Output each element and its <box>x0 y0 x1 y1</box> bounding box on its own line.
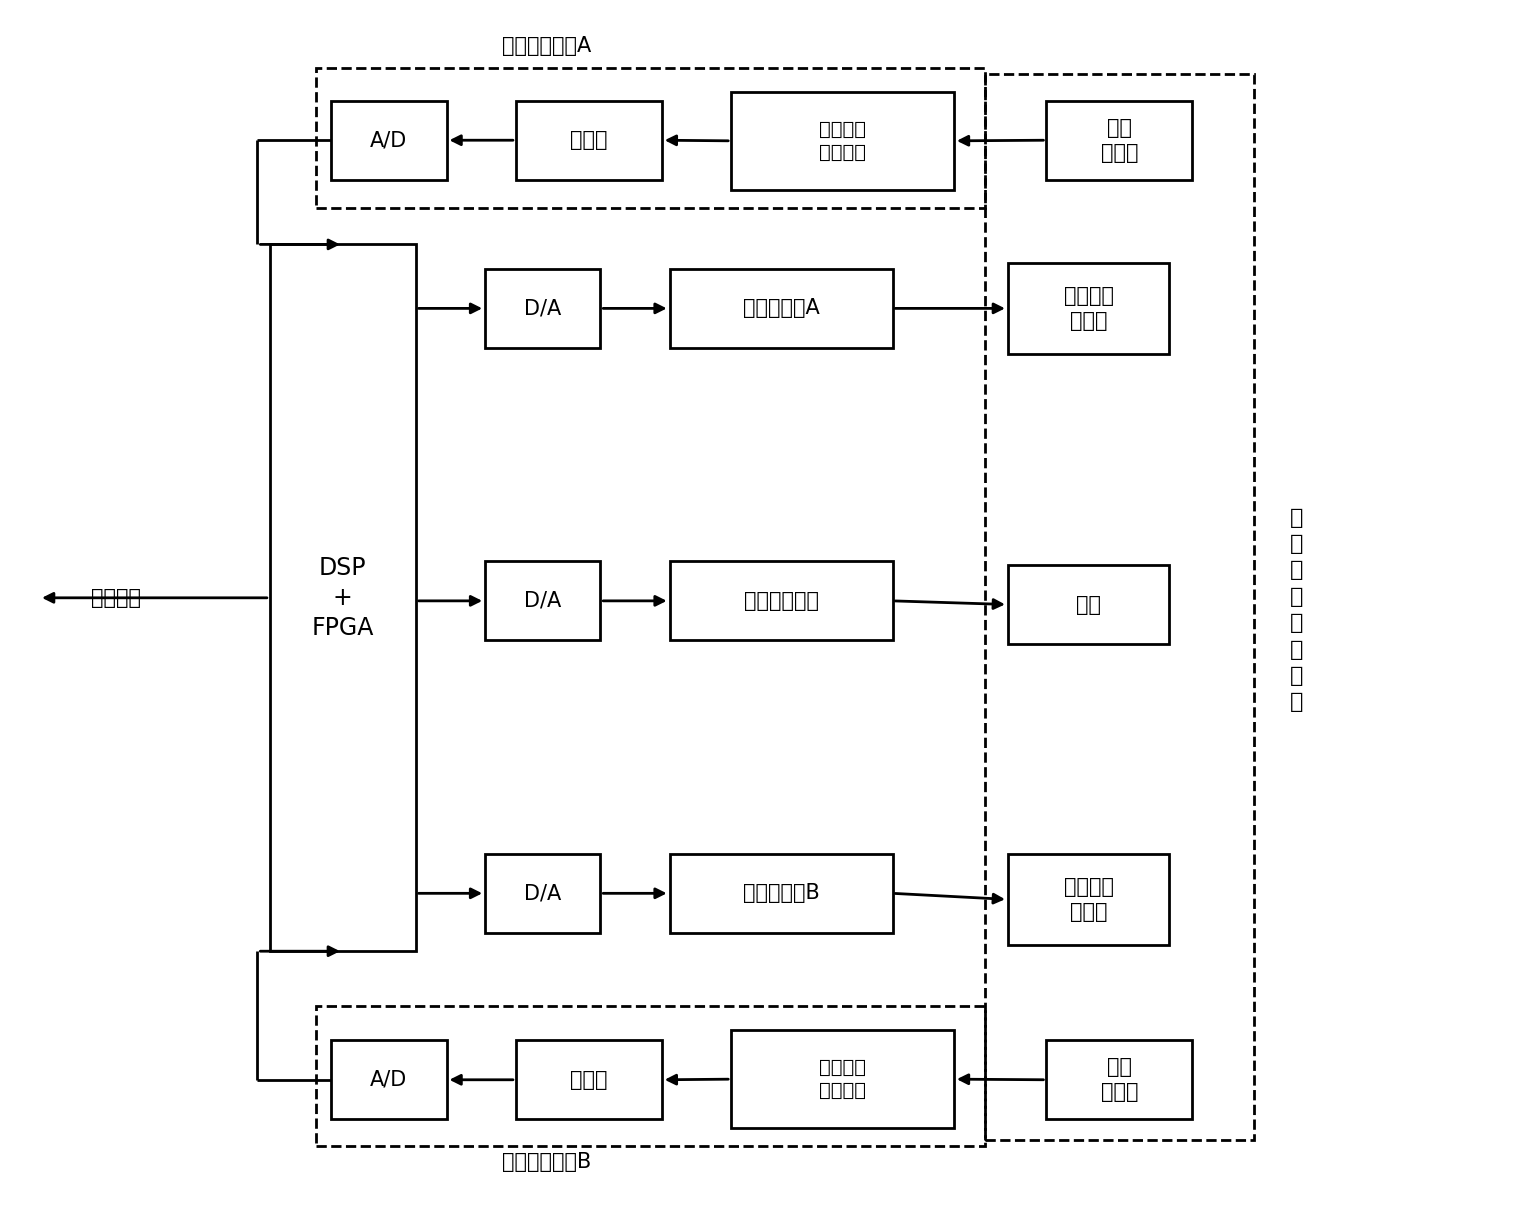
Bar <box>269 244 416 952</box>
Bar <box>985 74 1254 1141</box>
Bar <box>315 1006 985 1146</box>
Bar <box>331 1041 446 1120</box>
Text: A/D: A/D <box>371 1070 408 1089</box>
Bar <box>669 268 893 348</box>
Text: 光
电
混
合
集
成
模
块: 光 电 混 合 集 成 模 块 <box>1290 508 1304 712</box>
Bar <box>516 1041 662 1120</box>
Text: D/A: D/A <box>525 883 562 903</box>
Text: D/A: D/A <box>525 590 562 611</box>
Bar <box>315 68 985 207</box>
Bar <box>669 561 893 640</box>
Text: 滤波器: 滤波器 <box>569 131 608 150</box>
Text: 电压变换电路: 电压变换电路 <box>743 590 819 611</box>
Bar <box>485 854 600 933</box>
Text: 信号采集单元A: 信号采集单元A <box>502 35 591 56</box>
Bar <box>1047 100 1193 179</box>
Text: D/A: D/A <box>525 299 562 318</box>
Text: 滤波器: 滤波器 <box>569 1070 608 1089</box>
Text: 模拟放大器A: 模拟放大器A <box>743 299 819 318</box>
Text: 第一相位
移频器: 第一相位 移频器 <box>1063 285 1114 331</box>
Text: 第二前置
放大电路: 第二前置 放大电路 <box>819 1058 866 1100</box>
Text: DSP
+
FPGA: DSP + FPGA <box>311 556 374 639</box>
Bar <box>1008 262 1170 354</box>
Bar <box>1008 854 1170 946</box>
Text: 信息输出: 信息输出 <box>91 588 142 608</box>
Bar <box>485 561 600 640</box>
Bar <box>331 100 446 179</box>
Bar <box>731 92 954 189</box>
Text: A/D: A/D <box>371 131 408 150</box>
Bar <box>1047 1041 1193 1120</box>
Text: 光源: 光源 <box>1076 594 1100 615</box>
Bar <box>516 100 662 179</box>
Text: 第一前置
放大电路: 第一前置 放大电路 <box>819 120 866 162</box>
Text: 第二
探测器: 第二 探测器 <box>1100 1058 1137 1102</box>
Bar <box>669 854 893 933</box>
Text: 信号采集单元B: 信号采集单元B <box>502 1152 591 1172</box>
Text: 第二相位
移频器: 第二相位 移频器 <box>1063 877 1114 922</box>
Bar <box>485 268 600 348</box>
Text: 第一
探测器: 第一 探测器 <box>1100 118 1137 162</box>
Bar <box>1008 565 1170 644</box>
Text: 模拟放大器B: 模拟放大器B <box>743 883 819 903</box>
Bar <box>731 1031 954 1128</box>
